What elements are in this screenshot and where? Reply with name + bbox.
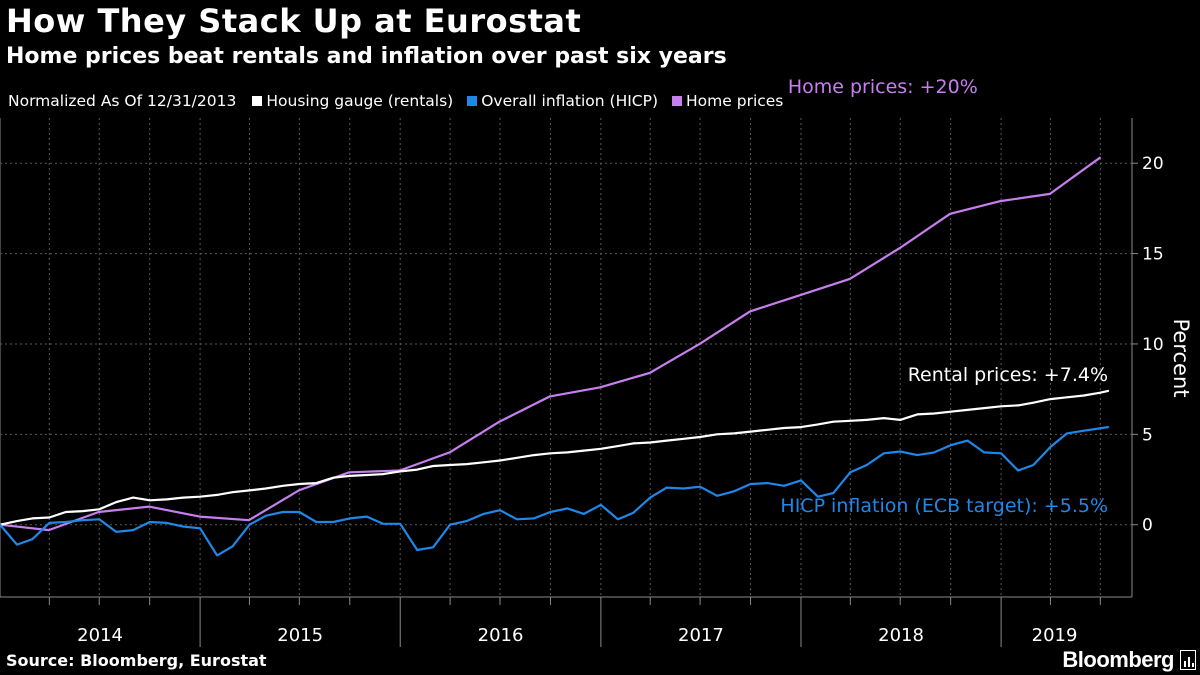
brand: Bloomberg xyxy=(1062,647,1196,673)
chart-subtitle: Home prices beat rentals and inflation o… xyxy=(6,44,727,69)
legend-item-rentals: Housing gauge (rentals) xyxy=(252,92,453,110)
series-line xyxy=(0,426,1110,557)
legend: Normalized As Of 12/31/2013 Housing gaug… xyxy=(8,91,797,111)
x-tick-label: 2015 xyxy=(277,625,323,646)
series-line xyxy=(0,156,1101,532)
y-axis-label: Percent xyxy=(1169,318,1193,397)
x-tick-label: 2017 xyxy=(678,625,724,646)
x-tick-label: 2019 xyxy=(1032,625,1078,646)
series-line xyxy=(0,389,1110,526)
legend-swatch-hicp xyxy=(467,96,478,106)
y-tick-label: 15 xyxy=(1142,245,1164,265)
series-annotation: HICP inflation (ECB target): +5.5% xyxy=(780,495,1108,517)
bloomberg-logo: Bloomberg xyxy=(1062,647,1174,672)
legend-item-home-prices: Home prices xyxy=(672,92,783,110)
legend-swatch-rentals xyxy=(252,96,263,106)
source-note: Source: Bloomberg, Eurostat xyxy=(6,651,267,670)
series-annotation: Home prices: +20% xyxy=(788,76,978,98)
y-tick-label: 10 xyxy=(1142,335,1164,355)
x-tick-label: 2018 xyxy=(878,625,924,646)
legend-label-rentals: Housing gauge (rentals) xyxy=(266,92,454,110)
y-tick-label: 5 xyxy=(1142,425,1153,445)
y-tick-label: 0 xyxy=(1142,516,1153,536)
y-tick-label: 20 xyxy=(1142,154,1164,174)
chart-title: How They Stack Up at Eurostat xyxy=(6,2,582,40)
legend-label-home-prices: Home prices xyxy=(686,92,784,110)
legend-swatch-home-prices xyxy=(672,96,683,106)
x-tick-label: 2014 xyxy=(77,625,123,646)
x-tick-label: 2016 xyxy=(478,625,524,646)
legend-item-hicp: Overall inflation (HICP) xyxy=(467,92,658,110)
normalization-note: Normalized As Of 12/31/2013 xyxy=(8,92,237,110)
chart-logo-icon xyxy=(1180,650,1196,670)
series-annotation: Rental prices: +7.4% xyxy=(908,364,1108,386)
legend-label-hicp: Overall inflation (HICP) xyxy=(481,92,659,110)
